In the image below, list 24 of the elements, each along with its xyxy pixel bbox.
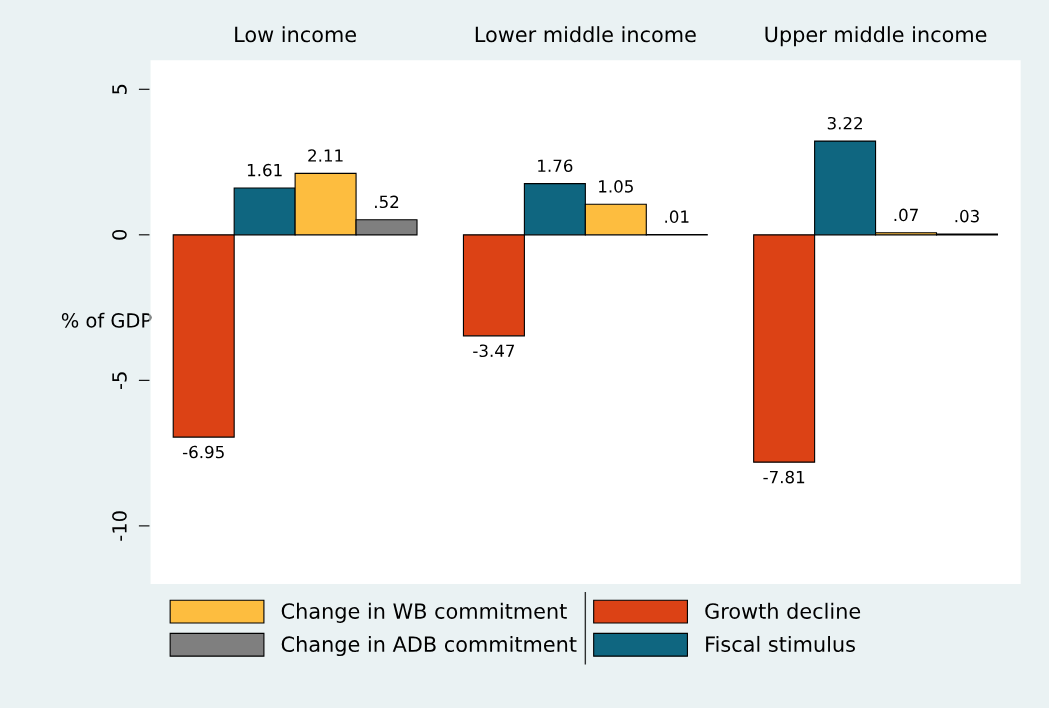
legend-label: Fiscal stimulus bbox=[706, 635, 855, 653]
y-tick-label: 0 bbox=[112, 229, 127, 240]
y-tick-label: 5 bbox=[112, 84, 127, 94]
y-axis-title: % of GDP bbox=[61, 312, 152, 328]
data-label: 2.11 bbox=[308, 149, 343, 162]
data-label: 1.61 bbox=[247, 163, 282, 177]
legend-label: Change in WB commitment bbox=[281, 602, 567, 623]
data-label: 1.76 bbox=[538, 159, 573, 173]
data-label: 3.22 bbox=[827, 116, 862, 130]
y-tick-label: -5 bbox=[112, 372, 127, 390]
legend-label: Growth decline bbox=[705, 602, 861, 619]
data-label: -6.95 bbox=[182, 445, 224, 459]
x-tick-label: Lower middle income bbox=[475, 26, 696, 43]
data-label: .03 bbox=[955, 209, 979, 223]
data-label: 1.05 bbox=[599, 180, 633, 193]
legend-label: Change in ADB commitment bbox=[281, 635, 577, 657]
x-tick-label: Upper middle income bbox=[765, 26, 987, 47]
data-label: .52 bbox=[375, 195, 399, 209]
data-label: .01 bbox=[665, 210, 689, 223]
data-label: -3.47 bbox=[473, 344, 515, 358]
y-tick-label: -10 bbox=[112, 511, 127, 541]
x-tick-label: Low income bbox=[235, 26, 356, 43]
data-label: .07 bbox=[894, 208, 918, 222]
data-label: -7.81 bbox=[763, 470, 805, 484]
